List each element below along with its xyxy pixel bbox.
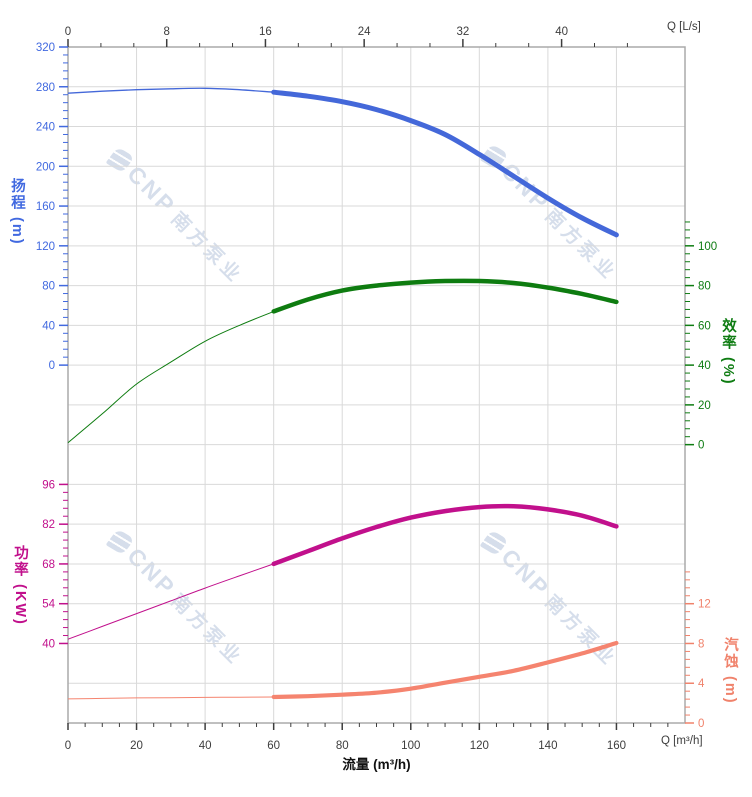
bottom-axis-tick-label: 40	[199, 740, 212, 752]
bottom-axis-tick-label: 120	[470, 740, 489, 752]
grid	[68, 47, 685, 723]
top-axis: 0 8 16 24 32 40	[65, 26, 628, 47]
head-curve-thin	[67, 87, 274, 94]
npsh-tick-label: 4	[698, 678, 705, 690]
top-axis-tick-label: 0	[65, 26, 71, 38]
efficiency-tick-label: 0	[698, 440, 704, 452]
bottom-axis-tick-label: 80	[336, 740, 349, 752]
bottom-axis-tick-label: 0	[65, 740, 71, 752]
efficiency-curve-thin	[67, 310, 274, 444]
head-tick-label: 320	[36, 42, 55, 54]
efficiency-axis: 100 80 60 40 20 0	[685, 221, 717, 452]
bottom-axis-tick-label: 160	[607, 740, 626, 752]
top-axis-tick-label: 8	[164, 26, 170, 38]
bottom-axis: 0 20 40 60 80 100 120 140 160	[65, 723, 669, 752]
head-tick-label: 160	[36, 201, 55, 213]
power-tick-label: 54	[42, 599, 55, 611]
head-curve	[67, 87, 619, 238]
power-axis-title: 功率 (KW)	[12, 545, 28, 626]
bottom-axis-tick-label: 20	[130, 740, 143, 752]
head-tick-label: 0	[49, 360, 55, 372]
head-axis: 320 280 240 200 160 120 80 40 0	[36, 42, 68, 372]
npsh-curve	[67, 640, 619, 700]
head-tick-label: 240	[36, 122, 55, 134]
top-axis-tick-label: 32	[456, 26, 469, 38]
bottom-axis-tick-label: 60	[267, 740, 280, 752]
power-curve-bold	[271, 503, 619, 567]
efficiency-tick-label: 100	[698, 241, 717, 253]
plot-border	[67, 46, 686, 724]
bottom-axis-unit-label: Q [m³/h]	[661, 735, 703, 747]
power-tick-label: 96	[42, 479, 55, 491]
top-axis-tick-label: 16	[259, 26, 272, 38]
npsh-curve-thin	[67, 696, 274, 700]
npsh-axis-title: 汽蚀 (m)	[722, 637, 738, 705]
power-curve	[67, 503, 619, 640]
npsh-axis: 12 8 4 0	[685, 571, 711, 730]
power-curve-thin	[67, 563, 274, 640]
top-axis-tick-label: 24	[358, 26, 371, 38]
head-tick-label: 80	[42, 281, 55, 293]
head-tick-label: 40	[42, 320, 55, 332]
efficiency-tick-label: 60	[698, 320, 711, 332]
efficiency-axis-title: 效率 (%)	[720, 318, 736, 386]
top-axis-tick-label: 40	[555, 26, 568, 38]
efficiency-tick-label: 40	[698, 360, 711, 372]
npsh-tick-label: 12	[698, 599, 711, 611]
efficiency-tick-label: 80	[698, 281, 711, 293]
head-curve-bold	[271, 89, 619, 238]
head-tick-label: 280	[36, 82, 55, 94]
top-axis-unit-label: Q [L/s]	[667, 21, 701, 33]
efficiency-tick-label: 20	[698, 400, 711, 412]
bottom-axis-tick-label: 100	[401, 740, 420, 752]
head-axis-title: 扬程 (m)	[9, 178, 25, 246]
efficiency-curve-bold	[271, 278, 619, 314]
head-tick-label: 200	[36, 161, 55, 173]
efficiency-curve	[67, 278, 619, 444]
power-axis: 96 82 68 54 40	[42, 479, 68, 650]
power-tick-label: 68	[42, 559, 55, 571]
power-tick-label: 82	[42, 519, 55, 531]
npsh-curve-bold	[271, 640, 619, 700]
bottom-axis-tick-label: 140	[538, 740, 557, 752]
power-tick-label: 40	[42, 638, 55, 650]
npsh-tick-label: 0	[698, 718, 704, 730]
head-tick-label: 120	[36, 241, 55, 253]
npsh-tick-label: 8	[698, 638, 704, 650]
x-axis-title: 流量 (m³/h)	[342, 757, 411, 772]
